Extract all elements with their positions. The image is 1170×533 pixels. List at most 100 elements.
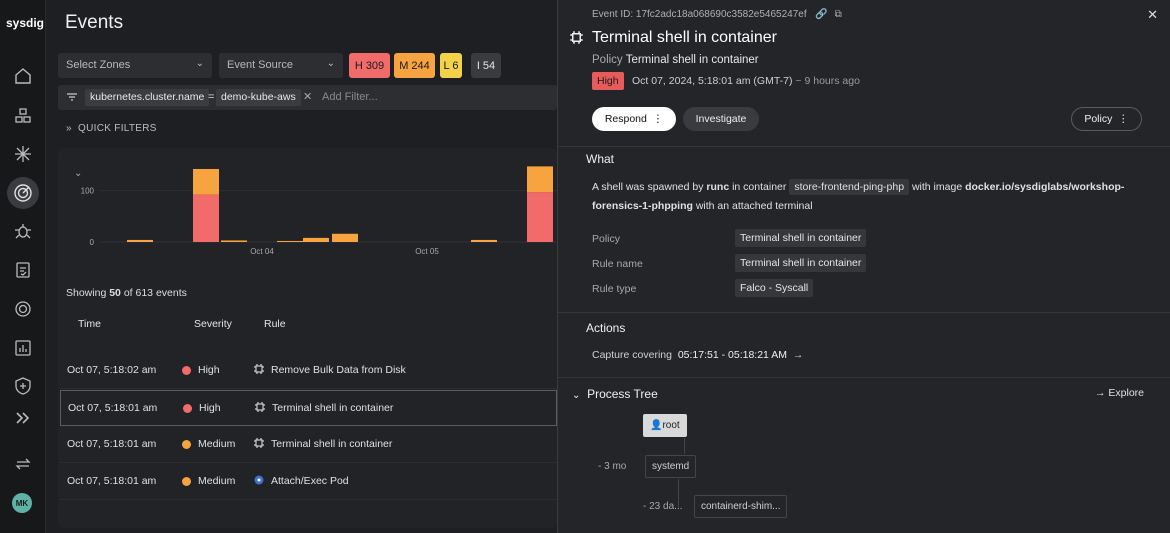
switch-icon[interactable] — [11, 452, 35, 476]
policy-value[interactable]: Terminal shell in container — [625, 54, 759, 66]
more-icon: ⋮ — [652, 113, 664, 125]
severity-info-label: I 54 — [476, 59, 496, 72]
quick-filters-toggle[interactable]: » QUICK FILTERS — [66, 123, 157, 134]
event-timestamp: Oct 07, 2024, 5:18:01 am (GMT-7) — [632, 75, 793, 87]
row-rule: Terminal shell in container — [272, 402, 394, 414]
chip-icon — [253, 363, 265, 378]
user-icon: 👤 — [650, 420, 663, 431]
event-source-select[interactable]: Event Source ⌄ — [219, 53, 343, 78]
compliance-icon[interactable] — [11, 258, 35, 282]
row-severity: Medium — [198, 438, 236, 450]
process-name: containerd-shim... — [701, 501, 781, 512]
page-title: Events — [65, 12, 124, 33]
field-key-rule-name: Rule name — [592, 258, 643, 270]
bar-medium — [193, 168, 219, 195]
filter-operator: = — [208, 91, 215, 103]
posture-icon[interactable] — [11, 297, 35, 321]
copy-icon[interactable]: ⧉ — [834, 9, 842, 20]
avatar[interactable]: MK — [12, 493, 32, 513]
what-description: A shell was spawned by runc in container… — [592, 178, 1162, 216]
process-name: systemd — [652, 461, 690, 472]
home-icon[interactable] — [11, 64, 35, 88]
respond-button[interactable]: Respond ⋮ — [592, 107, 676, 131]
showing-prefix: Showing — [66, 287, 107, 299]
filter-chip-value[interactable]: demo-kube-aws — [216, 89, 301, 106]
process-node-systemd[interactable]: systemd — [645, 455, 697, 478]
integrations-icon[interactable] — [11, 104, 35, 128]
filter-bar[interactable]: kubernetes.cluster.name = demo-kube-aws … — [58, 85, 557, 110]
dashboard-icon[interactable] — [11, 336, 35, 360]
row-rule: Attach/Exec Pod — [271, 475, 349, 487]
row-severity: Medium — [198, 475, 236, 487]
events-main: Events Select Zones ⌄ Event Source ⌄ H 3… — [46, 0, 557, 533]
remove-filter-icon[interactable]: ✕ — [303, 91, 313, 103]
what-text-3: with image — [911, 181, 963, 193]
field-value-policy[interactable]: Terminal shell in container — [735, 229, 867, 247]
chip-icon — [254, 401, 266, 416]
chevron-down-icon: ⌄ — [195, 58, 204, 69]
event-title: Terminal shell in container — [592, 29, 777, 46]
capture-link[interactable]: Capture covering 05:17:51 - 05:18:21 AM … — [592, 349, 803, 361]
bar-medium — [303, 237, 329, 242]
capture-range: 05:17:51 - 05:18:21 AM — [677, 349, 787, 361]
table-row-selected[interactable]: Oct 07, 5:18:01 am High Terminal shell i… — [60, 390, 557, 426]
events-icon[interactable] — [7, 177, 39, 209]
link-icon[interactable]: 🔗 — [815, 9, 828, 20]
process-node-root[interactable]: 👤root — [643, 414, 687, 437]
column-time[interactable]: Time — [78, 318, 101, 330]
severity-dot — [183, 404, 192, 413]
events-histogram: ⌄ 0 100 Oct 04 Oct 05 — [74, 166, 557, 256]
add-filter-input[interactable]: Add Filter... — [322, 91, 378, 103]
column-rule[interactable]: Rule — [264, 318, 286, 330]
filter-chip-key[interactable]: kubernetes.cluster.name — [85, 89, 210, 106]
row-severity: High — [199, 402, 221, 414]
row-time: Oct 07, 5:18:01 am — [67, 438, 157, 450]
sysdig-logo: sysdig — [6, 16, 45, 30]
investigate-label: Investigate — [695, 113, 747, 125]
bar-medium — [527, 166, 553, 193]
severity-medium-label: M 244 — [399, 59, 430, 72]
process-node-containerd[interactable]: containerd-shim... — [694, 495, 788, 518]
process-age: - 23 da... — [643, 501, 683, 512]
chip-icon — [569, 30, 584, 50]
row-time: Oct 07, 5:18:02 am — [67, 364, 157, 376]
vulnerability-icon[interactable] — [11, 219, 35, 243]
explore-link[interactable]: → Explore — [1095, 387, 1144, 399]
policy-button[interactable]: Policy ⋮ — [1071, 107, 1142, 131]
event-relative-time: ~ 9 hours ago — [795, 75, 860, 87]
capture-label: Capture covering — [592, 349, 672, 361]
field-value-rule-type[interactable]: Falco - Syscall — [735, 279, 814, 297]
showing-count: Showing 50 of 613 events — [66, 287, 187, 299]
severity-low-count[interactable]: L 6 — [440, 53, 462, 78]
kubernetes-icon — [253, 474, 265, 489]
events-card — [58, 148, 557, 528]
zones-select[interactable]: Select Zones ⌄ — [58, 53, 212, 78]
chevron-right-icon: » — [66, 123, 72, 134]
severity-info-count[interactable]: I 54 — [471, 53, 501, 78]
image-name: docker.io/sysdiglabs/workshop-forensics-… — [592, 181, 1125, 212]
tree-connector — [684, 438, 685, 454]
network-icon[interactable] — [11, 142, 35, 166]
expand-icon[interactable] — [11, 406, 35, 430]
bar-high — [527, 192, 553, 242]
process-age: - 3 mo — [598, 461, 627, 472]
close-icon[interactable]: ✕ — [1147, 7, 1158, 22]
severity-high-count[interactable]: H 309 — [349, 53, 390, 78]
chevron-down-icon: ⌄ — [572, 390, 581, 401]
process-tree-heading[interactable]: ⌄ Process Tree — [572, 387, 658, 401]
container-name[interactable]: store-frontend-ping-php — [789, 179, 910, 195]
table-row[interactable]: Oct 07, 5:18:01 am Medium Attach/Exec Po… — [60, 464, 557, 500]
policy-line: Policy Terminal shell in container — [592, 54, 759, 66]
table-row[interactable]: Oct 07, 5:18:02 am High Remove Bulk Data… — [60, 353, 557, 389]
table-row[interactable]: Oct 07, 5:18:01 am Medium Terminal shell… — [60, 427, 557, 463]
shield-icon[interactable] — [11, 374, 35, 398]
filter-icon[interactable] — [66, 91, 78, 106]
divider — [558, 377, 1170, 378]
process-tree-label: Process Tree — [587, 387, 658, 401]
investigate-button[interactable]: Investigate — [683, 107, 759, 131]
showing-suffix: events — [155, 287, 187, 299]
column-severity[interactable]: Severity — [194, 318, 232, 330]
process-name: root — [662, 420, 680, 431]
field-value-rule-name[interactable]: Terminal shell in container — [735, 254, 867, 272]
severity-medium-count[interactable]: M 244 — [394, 53, 435, 78]
